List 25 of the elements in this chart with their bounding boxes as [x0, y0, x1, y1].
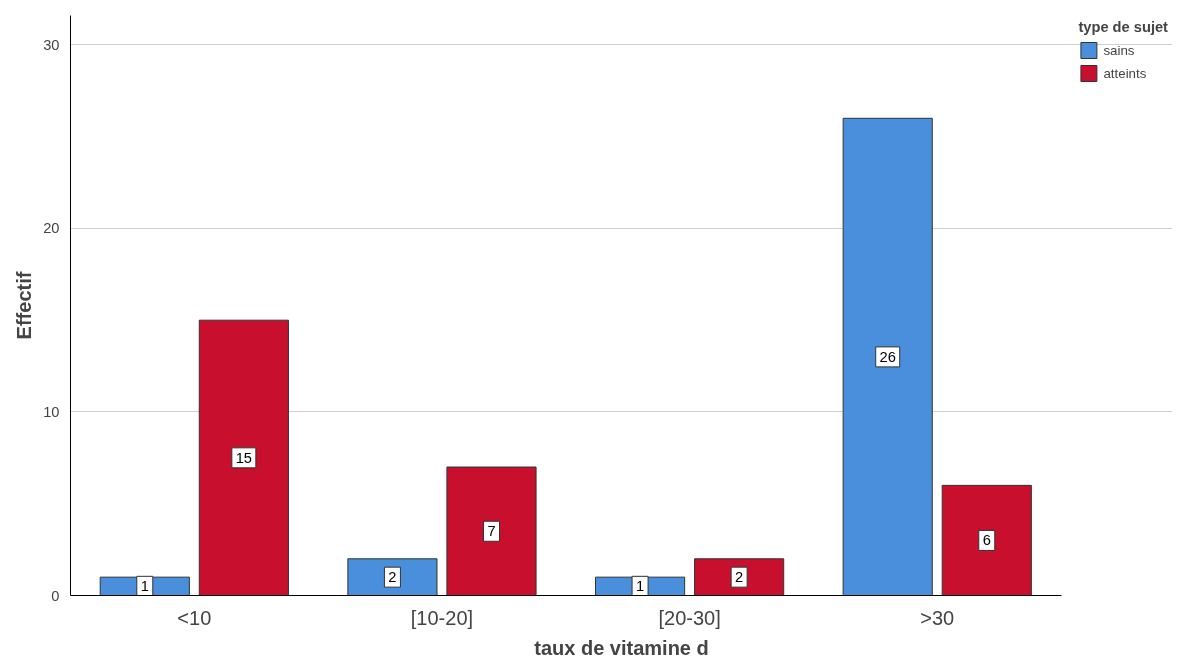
data-label: 15	[235, 449, 253, 466]
legend-label: sains	[1103, 42, 1135, 58]
data-label: 26	[879, 348, 896, 365]
x-axis-title: taux de vitamine d	[534, 636, 709, 659]
bar	[842, 117, 933, 596]
data-label: 1	[636, 578, 645, 595]
bar	[198, 319, 289, 596]
data-label: 7	[487, 523, 496, 540]
data-label: 1	[140, 578, 149, 595]
x-tick-label: [20-30]	[658, 606, 721, 629]
y-tick-label: 10	[43, 403, 60, 420]
x-tick-label: <10	[177, 606, 212, 629]
bar	[941, 484, 1032, 596]
y-tick-label: 20	[43, 220, 60, 237]
y-tick-label: 30	[43, 36, 60, 53]
data-label: 6	[982, 532, 991, 549]
x-tick-label: >30	[920, 606, 955, 629]
y-tick-label: 0	[51, 587, 60, 604]
data-label: 2	[735, 569, 744, 586]
bar	[446, 466, 537, 596]
legend-label: atteints	[1103, 65, 1147, 81]
legend-title: type de sujet	[1078, 19, 1168, 35]
y-axis-title: Effectif	[13, 271, 36, 340]
x-tick-label: [10-20]	[410, 606, 474, 629]
data-label: 2	[388, 569, 397, 586]
